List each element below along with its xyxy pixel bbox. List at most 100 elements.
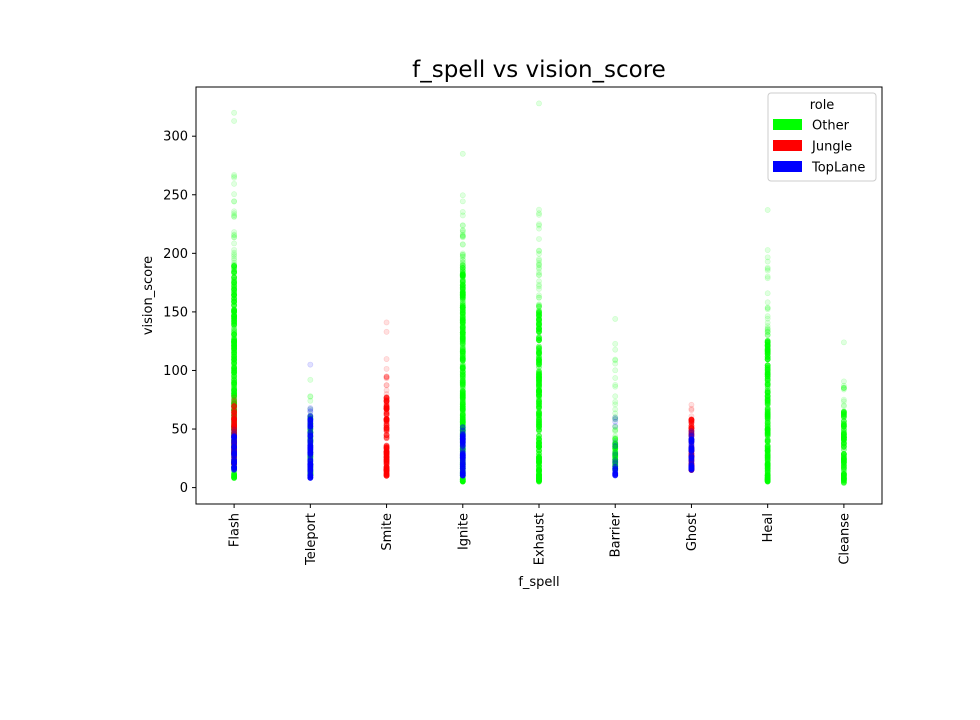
data-point xyxy=(536,302,542,308)
data-point xyxy=(840,385,847,391)
data-point xyxy=(231,409,238,416)
data-point xyxy=(764,413,771,420)
data-point xyxy=(307,470,314,477)
data-point xyxy=(459,277,466,283)
data-point xyxy=(459,279,466,285)
data-point xyxy=(459,365,466,372)
data-point xyxy=(459,472,466,479)
data-point xyxy=(536,388,542,395)
data-point xyxy=(688,431,695,438)
data-point xyxy=(840,477,847,484)
data-point xyxy=(764,304,771,311)
data-point xyxy=(383,395,390,402)
data-point xyxy=(383,454,390,461)
data-point xyxy=(459,471,466,478)
data-point xyxy=(764,472,771,479)
data-point xyxy=(612,433,619,440)
data-point xyxy=(536,389,542,395)
data-point xyxy=(231,399,238,406)
data-point xyxy=(536,307,542,314)
data-point xyxy=(536,321,542,328)
data-point xyxy=(231,438,238,445)
data-point xyxy=(307,420,314,427)
data-point xyxy=(764,339,771,346)
data-point xyxy=(536,410,542,417)
data-point xyxy=(307,468,314,475)
data-point xyxy=(536,475,542,482)
data-point xyxy=(612,414,619,421)
data-point xyxy=(459,304,466,311)
data-point xyxy=(764,367,771,374)
data-point xyxy=(764,457,771,464)
data-point xyxy=(307,465,314,471)
data-point xyxy=(840,475,847,482)
data-point xyxy=(536,211,542,218)
data-point xyxy=(536,426,542,433)
data-point xyxy=(383,471,390,478)
data-point xyxy=(307,450,314,457)
data-point xyxy=(231,440,238,447)
data-point xyxy=(231,393,238,399)
data-point xyxy=(612,456,619,463)
data-point xyxy=(764,472,771,479)
data-point xyxy=(459,419,466,426)
data-point xyxy=(688,446,695,452)
data-point xyxy=(307,467,314,473)
data-point xyxy=(764,347,771,354)
data-point xyxy=(688,465,695,472)
data-point xyxy=(231,474,238,481)
data-point xyxy=(459,451,466,458)
data-point xyxy=(231,443,238,450)
data-point xyxy=(307,430,314,437)
data-point xyxy=(231,464,238,471)
data-point xyxy=(764,431,771,438)
data-point xyxy=(459,198,466,205)
data-point xyxy=(231,457,238,464)
data-point xyxy=(764,389,771,395)
data-point xyxy=(612,416,619,422)
data-point xyxy=(307,443,314,450)
data-point xyxy=(612,465,619,471)
y-tick-label: 200 xyxy=(163,247,188,262)
x-tick-label: Cleanse xyxy=(837,513,852,565)
data-point xyxy=(764,356,771,362)
data-point xyxy=(307,406,314,412)
y-tick-label: 150 xyxy=(163,305,188,320)
data-point xyxy=(231,418,238,425)
data-point xyxy=(231,292,238,299)
data-point xyxy=(307,405,314,411)
data-point xyxy=(536,403,542,410)
data-point xyxy=(231,390,238,397)
data-point xyxy=(764,406,771,413)
data-point xyxy=(307,450,314,457)
data-point xyxy=(840,436,847,443)
data-point xyxy=(459,433,466,440)
data-point xyxy=(231,276,238,283)
data-point xyxy=(307,445,314,452)
data-point xyxy=(231,338,238,344)
data-point xyxy=(459,319,466,326)
data-point xyxy=(459,332,466,339)
data-point xyxy=(764,407,771,414)
data-point xyxy=(231,458,238,465)
data-point xyxy=(231,397,238,403)
data-point xyxy=(764,478,771,484)
data-point xyxy=(459,475,466,482)
data-point xyxy=(231,330,238,337)
legend-swatch-jungle xyxy=(773,140,802,151)
data-point xyxy=(459,348,466,355)
data-point xyxy=(307,433,314,440)
data-point xyxy=(459,296,466,303)
data-point xyxy=(231,400,238,407)
data-point xyxy=(307,416,314,422)
data-point xyxy=(764,371,771,377)
data-point xyxy=(612,451,619,458)
data-point xyxy=(840,410,847,417)
data-point xyxy=(536,415,542,422)
data-point xyxy=(231,383,238,390)
data-point xyxy=(536,409,542,416)
data-point xyxy=(459,307,466,314)
data-point xyxy=(307,458,314,465)
data-point xyxy=(231,427,238,433)
data-point xyxy=(764,465,771,472)
